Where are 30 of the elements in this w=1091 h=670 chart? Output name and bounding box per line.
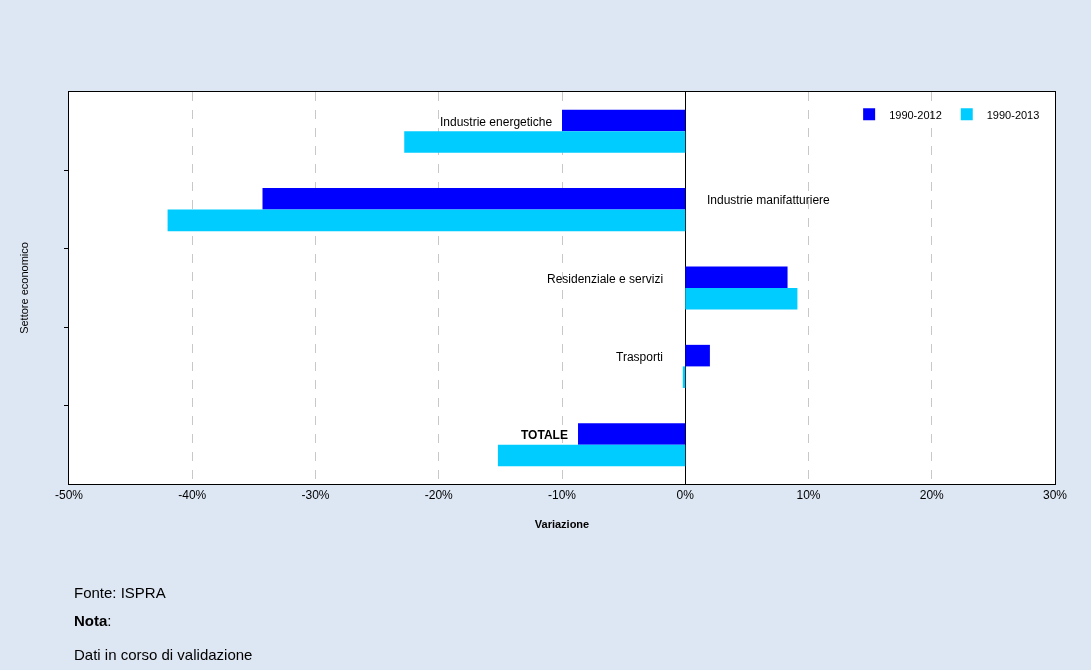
legend-label: 1990-2012 [889, 108, 942, 121]
y-tick-label: Residenziale e servizi [547, 272, 664, 286]
bar [497, 444, 686, 467]
x-axis-title: Variazione [534, 517, 590, 530]
y-tick-label: TOTALE [521, 428, 568, 442]
y-tick-label: Industrie manifatturiere [707, 193, 831, 207]
x-tick-label: -40% [178, 488, 207, 503]
bar [685, 344, 710, 367]
x-tick-label: -10% [547, 488, 577, 503]
text: Dati in corso di validazione [74, 646, 253, 663]
bar [167, 209, 686, 232]
bar [262, 188, 686, 210]
source-note: Fonte: ISPRA [74, 584, 166, 601]
bar [562, 109, 686, 132]
x-tick-label: 30% [1042, 488, 1068, 503]
text: Nota: [74, 612, 112, 629]
bar [404, 131, 686, 153]
y-tick-label: Trasporti [616, 350, 663, 364]
legend-label: 1990-2013 [986, 108, 1040, 121]
x-tick-label: -20% [424, 488, 454, 503]
bar [685, 266, 788, 288]
x-tick-label: -50% [54, 488, 84, 503]
x-tick-label: 0% [676, 488, 695, 503]
x-tick-label: -30% [301, 488, 330, 503]
bar [578, 423, 686, 445]
x-tick-label: 20% [919, 488, 945, 503]
bar [685, 288, 798, 310]
y-axis-title: Settore economico [18, 242, 31, 334]
y-tick-label: Industrie energetiche [440, 115, 553, 129]
x-tick-label: 10% [796, 488, 821, 503]
